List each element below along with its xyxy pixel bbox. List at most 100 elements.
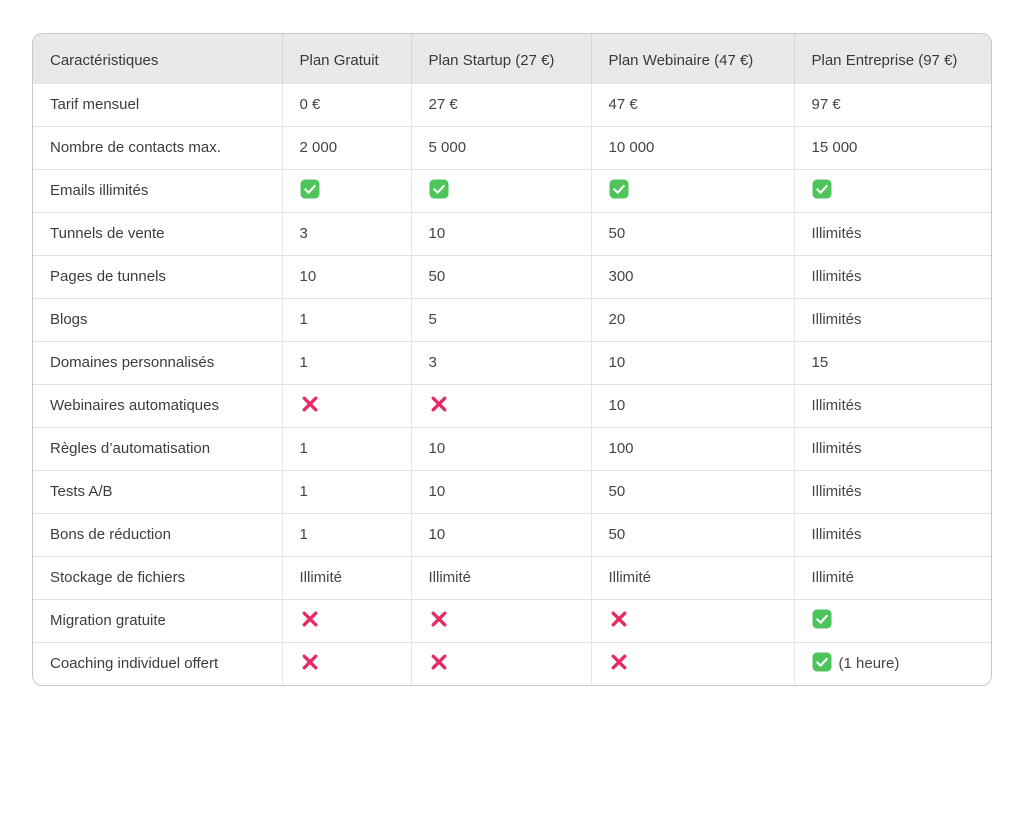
feature-label: Emails illimités — [33, 169, 282, 213]
features-column-header: Caractéristiques — [33, 34, 282, 84]
table-row: Blogs 1 5 20 Illimités — [33, 298, 991, 342]
plan-value-cell: Illimités — [793, 212, 991, 256]
cell-value: 2 000 — [299, 139, 338, 156]
table-row: Stockage de fichiers Illimité Illimité Illi… — [33, 556, 991, 600]
plan-value-cell — [281, 599, 411, 643]
cell-value: 50 — [428, 268, 446, 285]
cross-icon — [609, 652, 629, 672]
plan-value-cell: 1 — [281, 341, 411, 385]
cell-value: 3 — [428, 354, 437, 371]
plan-value-cell: 15 — [793, 341, 991, 385]
plan-value-cell: 27 € — [410, 83, 591, 127]
plan-value-cell: 3 — [281, 212, 411, 256]
table-row: Règles d’automatisation 1 10 100 Illimités — [33, 427, 991, 471]
cell-value: 47 € — [608, 96, 638, 113]
cell-value: Illimités — [811, 526, 862, 543]
cross-icon — [300, 652, 320, 672]
plan-value-cell: 15 000 — [793, 126, 991, 170]
cell-value: 0 € — [299, 96, 321, 113]
plan-value-cell: Illimités — [793, 513, 991, 557]
plan-column-header: Plan Gratuit — [281, 34, 411, 84]
cell-value: Illimités — [811, 483, 862, 500]
cell-value: (1 heure) — [838, 655, 900, 672]
cross-icon — [300, 609, 320, 629]
cell-value: 1 — [299, 311, 308, 328]
feature-label: Blogs — [33, 298, 282, 342]
plan-value-cell: 50 — [590, 212, 794, 256]
cell-value: 50 — [608, 225, 626, 242]
plan-value-cell: 20 — [590, 298, 794, 342]
table-row: Tunnels de vente 3 10 50 Illimités — [33, 212, 991, 256]
plan-value-cell: 10 — [590, 384, 794, 428]
table-row: Migration gratuite — [33, 599, 991, 643]
cell-value: Illimité — [608, 569, 652, 586]
cell-value: 5 000 — [428, 139, 467, 156]
plan-value-cell — [793, 169, 991, 213]
cell-value: 15 — [811, 354, 829, 371]
plan-value-cell: 5 000 — [410, 126, 591, 170]
plan-value-cell — [281, 384, 411, 428]
plan-value-cell: Illimité — [410, 556, 591, 600]
feature-label: Coaching individuel offert — [33, 642, 282, 685]
check-icon — [812, 179, 832, 199]
table-row: Tarif mensuel 0 € 27 € 47 € 97 € — [33, 83, 991, 127]
check-icon — [812, 609, 832, 629]
cell-value: Illimités — [811, 397, 862, 414]
plan-value-cell: Illimité — [590, 556, 794, 600]
cell-value: Illimité — [428, 569, 472, 586]
table-row: Emails illimités — [33, 169, 991, 213]
check-icon — [429, 179, 449, 199]
plan-value-cell: 50 — [410, 255, 591, 299]
header-row: Caractéristiques Plan Gratuit Plan Startup… — [33, 34, 991, 84]
plan-value-cell — [590, 599, 794, 643]
table-body: Tarif mensuel 0 € 27 € 47 € 97 € Nombre de co… — [33, 83, 991, 685]
plan-value-cell: 97 € — [793, 83, 991, 127]
feature-label: Pages de tunnels — [33, 255, 282, 299]
plan-value-cell — [410, 169, 591, 213]
cell-value: 15 000 — [811, 139, 858, 156]
cell-value: 10 — [608, 354, 626, 371]
cell-value: 20 — [608, 311, 626, 328]
plan-value-cell: 10 — [281, 255, 411, 299]
feature-label: Bons de réduction — [33, 513, 282, 557]
pricing-table: Caractéristiques Plan Gratuit Plan Startup… — [32, 33, 992, 686]
cell-value: 10 — [428, 483, 446, 500]
plan-value-cell: 10 000 — [590, 126, 794, 170]
plan-value-cell: (1 heure) — [793, 642, 991, 685]
plan-value-cell — [590, 642, 794, 685]
cell-value: 300 — [608, 268, 634, 285]
cell-value: 10 — [299, 268, 317, 285]
plan-value-cell: 10 — [410, 212, 591, 256]
plan-value-cell: 3 — [410, 341, 591, 385]
plan-value-cell — [281, 642, 411, 685]
feature-label: Webinaires automatiques — [33, 384, 282, 428]
cell-value: 1 — [299, 440, 308, 457]
table-header: Caractéristiques Plan Gratuit Plan Startup… — [33, 34, 991, 84]
check-icon — [300, 179, 320, 199]
plan-value-cell: 50 — [590, 513, 794, 557]
plan-value-cell: Illimités — [793, 427, 991, 471]
feature-label: Tests A/B — [33, 470, 282, 514]
cell-value: Illimités — [811, 225, 862, 242]
cell-value: Illimité — [299, 569, 343, 586]
cell-value: 10 — [428, 225, 446, 242]
check-icon — [609, 179, 629, 199]
cell-value: 3 — [299, 225, 308, 242]
plan-value-cell: Illimités — [793, 255, 991, 299]
plan-value-cell — [281, 169, 411, 213]
plan-value-cell: 2 000 — [281, 126, 411, 170]
cell-value: 27 € — [428, 96, 458, 113]
plan-value-cell: 1 — [281, 513, 411, 557]
feature-label: Nombre de contacts max. — [33, 126, 282, 170]
plan-value-cell: 1 — [281, 470, 411, 514]
plan-value-cell — [410, 642, 591, 685]
feature-label: Tarif mensuel — [33, 83, 282, 127]
plan-column-header: Plan Startup (27 €) — [410, 34, 591, 84]
plan-value-cell: 10 — [590, 341, 794, 385]
table-row: Bons de réduction 1 10 50 Illimités — [33, 513, 991, 557]
cell-value: Illimités — [811, 268, 862, 285]
feature-label: Migration gratuite — [33, 599, 282, 643]
cell-value: Illimités — [811, 440, 862, 457]
cross-icon — [429, 394, 449, 414]
